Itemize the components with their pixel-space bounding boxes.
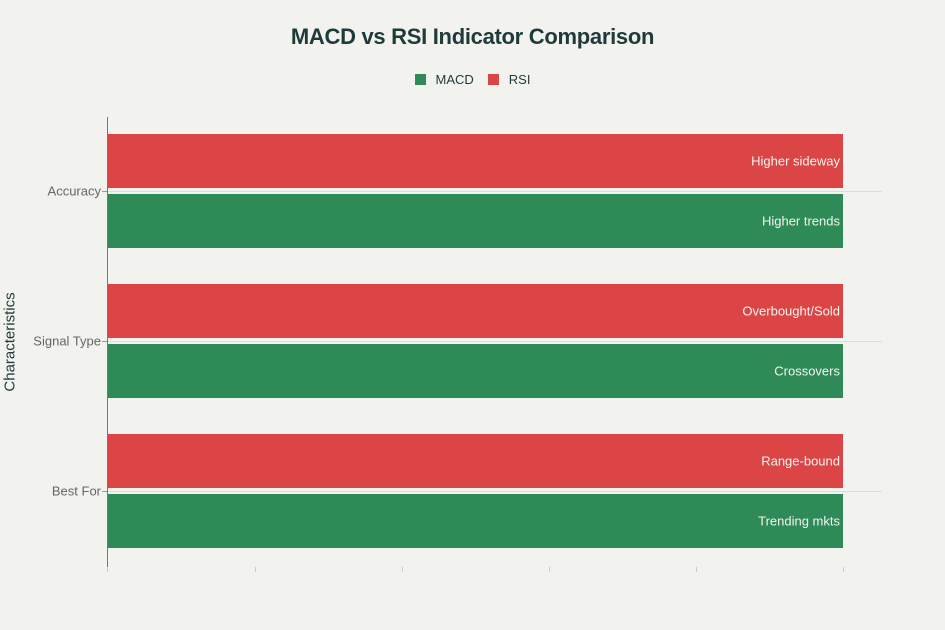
x-tick (402, 567, 403, 572)
legend-label-macd: MACD (435, 72, 474, 87)
x-tick (549, 567, 550, 572)
gridline (107, 341, 882, 342)
bar-macd-accuracy[interactable]: Higher trends (108, 194, 843, 248)
legend: MACD RSI (0, 72, 945, 87)
legend-item-rsi[interactable]: RSI (487, 72, 531, 87)
legend-swatch-rsi (487, 74, 499, 85)
x-tick (696, 567, 697, 572)
legend-item-macd[interactable]: MACD (414, 72, 474, 87)
bar-label: Range-bound (761, 453, 840, 469)
y-axis-title: Characteristics (1, 292, 19, 392)
category-label-best-for: Best For (51, 483, 101, 499)
bar-rsi-accuracy[interactable]: Higher sideway (108, 134, 843, 188)
bar-label: Overbought/Sold (742, 303, 840, 319)
bar-rsi-best-for[interactable]: Range-bound (108, 434, 843, 488)
gridline (107, 491, 882, 492)
category-tick (102, 341, 107, 342)
x-tick (255, 567, 256, 572)
bar-label: Higher sideway (751, 153, 840, 169)
bar-label: Higher trends (761, 213, 840, 229)
bar-rsi-signal-type[interactable]: Overbought/Sold (108, 284, 843, 338)
legend-swatch-macd (414, 74, 426, 85)
x-tick (107, 567, 108, 572)
bar-label: Crossovers (774, 363, 840, 379)
y-axis-line (107, 117, 108, 567)
category-label-accuracy: Accuracy (47, 183, 101, 199)
chart-title: MACD vs RSI Indicator Comparison (290, 24, 655, 49)
category-label-signal-type: Signal Type (33, 333, 101, 349)
bar-macd-best-for[interactable]: Trending mkts (108, 494, 843, 548)
bar-label: Trending mkts (758, 513, 840, 529)
legend-label-rsi: RSI (508, 72, 531, 87)
x-tick (843, 567, 844, 572)
category-tick (102, 491, 107, 492)
gridline (107, 191, 882, 192)
bar-macd-signal-type[interactable]: Crossovers (108, 344, 843, 398)
category-tick (102, 191, 107, 192)
